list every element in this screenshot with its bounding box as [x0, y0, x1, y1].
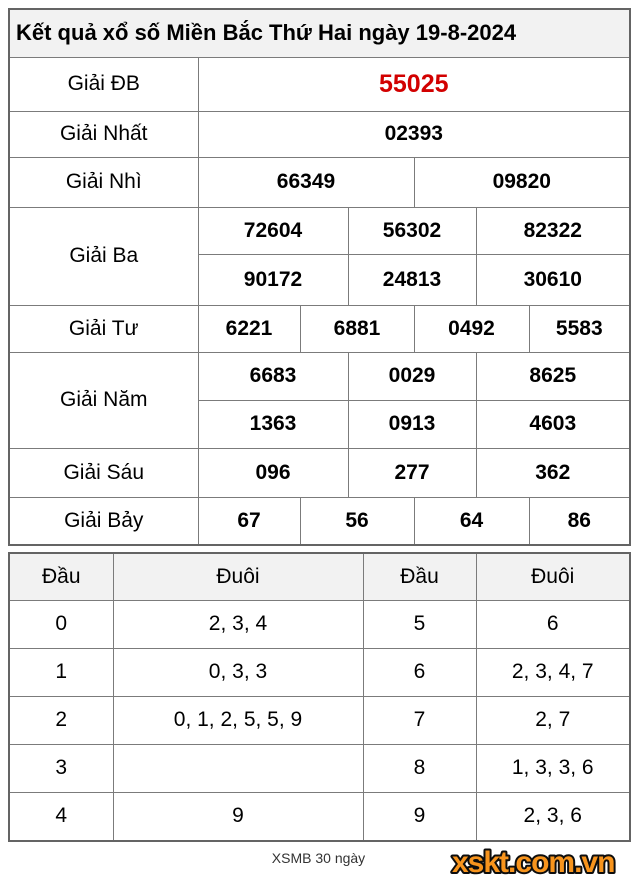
prize-label-sau: Giải Sáu	[8, 447, 199, 498]
head-cell: 9	[362, 791, 477, 842]
head-cell: 2	[8, 695, 114, 745]
column-header-dau-left: Đầu	[8, 552, 114, 601]
prize-value: 64	[413, 496, 530, 546]
prize-label-nhat: Giải Nhất	[8, 110, 199, 158]
prize-value: 56302	[347, 206, 477, 255]
prize-value: 277	[347, 447, 477, 498]
prize-value: 72604	[197, 206, 349, 255]
head-tail-row: 0 2, 3, 4 5 6	[8, 599, 631, 649]
brand-logo-text[interactable]: xskt.com.vn	[450, 845, 617, 879]
tail-cell: 0, 3, 3	[112, 647, 364, 697]
head-cell: 0	[8, 599, 114, 649]
prize-value: 6221	[197, 304, 301, 353]
prize-row-bay: Giải Bảy 67 56 64 86	[8, 496, 631, 546]
tail-cell: 0, 1, 2, 5, 5, 9	[112, 695, 364, 745]
title-row: Kết quả xổ số Miền Bắc Thứ Hai ngày 19-8…	[8, 8, 631, 58]
tail-cell: 2, 3, 4, 7	[475, 647, 631, 697]
column-header-duoi-left: Đuôi	[112, 552, 364, 601]
tail-cell: 2, 3, 4	[112, 599, 364, 649]
prize-row-nam-2: 1363 0913 4603	[9, 399, 631, 449]
prize-row-db: Giải ĐB 55025	[8, 56, 631, 112]
prize-row-tu: Giải Tư 6221 6881 0492 5583	[8, 304, 631, 353]
prize-value: 6881	[299, 304, 415, 353]
head-cell: 1	[8, 647, 114, 697]
tail-cell: 6	[475, 599, 631, 649]
results-table: Kết quả xổ số Miền Bắc Thứ Hai ngày 19-8…	[8, 8, 632, 546]
prize-value: 66349	[197, 156, 415, 208]
column-header-dau-right: Đầu	[362, 552, 477, 601]
prize-value: 0492	[413, 304, 530, 353]
prize-value: 1363	[197, 399, 349, 449]
prize-value: 24813	[347, 253, 477, 306]
prize-value: 67	[197, 496, 301, 546]
head-tail-row: 4 9 9 2, 3, 6	[8, 791, 631, 842]
head-tail-table: Đầu Đuôi Đầu Đuôi 0 2, 3, 4 5 6 1 0, 3, …	[8, 552, 631, 842]
prize-value: 096	[197, 447, 349, 498]
tail-cell: 2, 7	[475, 695, 631, 745]
head-cell: 3	[8, 743, 114, 793]
prize-label-tu: Giải Tư	[8, 304, 199, 353]
prize-value: 30610	[475, 253, 631, 306]
tail-cell: 9	[112, 791, 364, 842]
prize-value: 09820	[413, 156, 631, 208]
column-header-duoi-right: Đuôi	[475, 552, 631, 601]
footer: XSMB 30 ngày xskt.com.vn	[8, 842, 629, 879]
tail-cell	[112, 743, 364, 793]
prize-value: 56	[299, 496, 415, 546]
tail-cell: 2, 3, 6	[475, 791, 631, 842]
prize-row-ba-1: Giải Ba 72604 56302 82322	[8, 206, 631, 306]
prize-row-nam-1: Giải Năm 6683 0029 8625	[8, 351, 631, 449]
head-cell: 5	[362, 599, 477, 649]
prize-label-ba: Giải Ba	[8, 206, 199, 306]
head-tail-row: 2 0, 1, 2, 5, 5, 9 7 2, 7	[8, 695, 631, 745]
prize-value: 362	[475, 447, 631, 498]
prize-value: 0913	[347, 399, 477, 449]
prize-value-db: 55025	[197, 56, 631, 112]
head-cell: 4	[8, 791, 114, 842]
head-tail-header-row: Đầu Đuôi Đầu Đuôi	[8, 552, 631, 601]
prize-value: 6683	[197, 351, 349, 401]
head-tail-row: 3 8 1, 3, 3, 6	[8, 743, 631, 793]
prize-row-nhi: Giải Nhì 66349 09820	[8, 156, 631, 208]
prize-label-nam: Giải Năm	[8, 351, 199, 449]
prize-value: 02393	[197, 110, 631, 158]
prize-value: 82322	[475, 206, 631, 255]
prize-value: 5583	[528, 304, 631, 353]
prize-label-db: Giải ĐB	[8, 56, 199, 112]
prize-value: 8625	[475, 351, 631, 401]
head-cell: 7	[362, 695, 477, 745]
head-cell: 6	[362, 647, 477, 697]
prize-value: 4603	[475, 399, 631, 449]
prize-row-sau: Giải Sáu 096 277 362	[8, 447, 631, 498]
prize-value: 86	[528, 496, 631, 546]
prize-value: 0029	[347, 351, 477, 401]
brand-logo[interactable]: xskt.com.vn	[449, 845, 635, 879]
prize-label-nhi: Giải Nhì	[8, 156, 199, 208]
prize-row-ba-2: 90172 24813 30610	[9, 253, 631, 306]
head-tail-row: 1 0, 3, 3 6 2, 3, 4, 7	[8, 647, 631, 697]
stats-link[interactable]: XSMB 30 ngày	[271, 850, 366, 866]
tail-cell: 1, 3, 3, 6	[475, 743, 631, 793]
prize-label-bay: Giải Bảy	[8, 496, 199, 546]
head-cell: 8	[362, 743, 477, 793]
page-title: Kết quả xổ số Miền Bắc Thứ Hai ngày 19-8…	[8, 8, 631, 58]
prize-row-nhat: Giải Nhất 02393	[8, 110, 631, 158]
prize-value: 90172	[197, 253, 349, 306]
